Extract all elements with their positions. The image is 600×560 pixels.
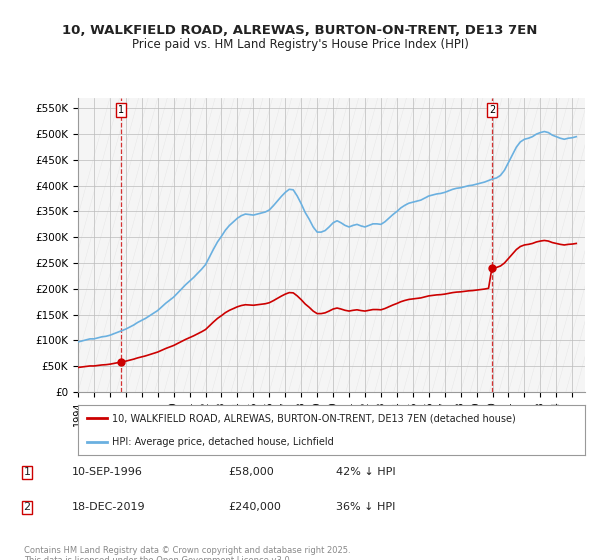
- Text: 18-DEC-2019: 18-DEC-2019: [72, 502, 146, 512]
- Text: 1: 1: [23, 468, 31, 478]
- Text: £240,000: £240,000: [228, 502, 281, 512]
- Text: 2: 2: [489, 105, 495, 115]
- Text: 42% ↓ HPI: 42% ↓ HPI: [336, 468, 395, 478]
- Text: Price paid vs. HM Land Registry's House Price Index (HPI): Price paid vs. HM Land Registry's House …: [131, 38, 469, 51]
- Text: 36% ↓ HPI: 36% ↓ HPI: [336, 502, 395, 512]
- Text: 1: 1: [118, 105, 124, 115]
- Text: 10, WALKFIELD ROAD, ALREWAS, BURTON-ON-TRENT, DE13 7EN: 10, WALKFIELD ROAD, ALREWAS, BURTON-ON-T…: [62, 24, 538, 36]
- Text: £58,000: £58,000: [228, 468, 274, 478]
- Text: Contains HM Land Registry data © Crown copyright and database right 2025.
This d: Contains HM Land Registry data © Crown c…: [24, 546, 350, 560]
- Text: HPI: Average price, detached house, Lichfield: HPI: Average price, detached house, Lich…: [112, 437, 334, 447]
- Text: 10, WALKFIELD ROAD, ALREWAS, BURTON-ON-TRENT, DE13 7EN (detached house): 10, WALKFIELD ROAD, ALREWAS, BURTON-ON-T…: [112, 413, 516, 423]
- Text: 2: 2: [23, 502, 31, 512]
- Text: 10-SEP-1996: 10-SEP-1996: [72, 468, 143, 478]
